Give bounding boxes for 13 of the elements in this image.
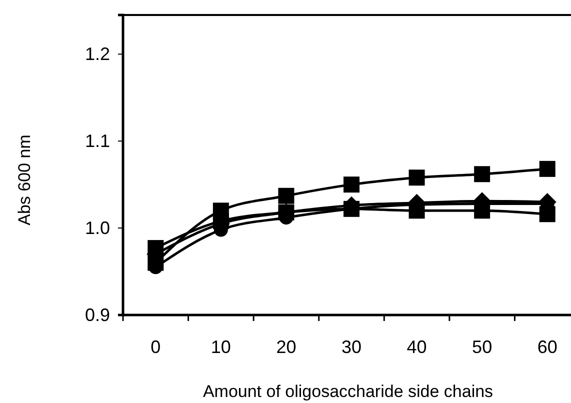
x-tick-label: 30 xyxy=(341,336,362,357)
x-tick-label: 0 xyxy=(150,336,161,357)
x-tick-label: 20 xyxy=(276,336,296,357)
x-tick-label: 60 xyxy=(537,336,558,357)
y-tick-label: 0.9 xyxy=(84,304,110,325)
y-tick-label: 1.2 xyxy=(84,44,110,64)
y-tick-label: 1.1 xyxy=(84,130,110,151)
x-tick-label: 10 xyxy=(210,336,231,357)
y-tick-label: 1.0 xyxy=(84,218,110,238)
x-axis-title: Amount of oligosaccharide side chains xyxy=(202,382,494,401)
y-axis-title: Abs 600 nm xyxy=(15,134,34,226)
x-tick-label: 40 xyxy=(406,336,427,357)
x-tick-label: 50 xyxy=(472,336,492,357)
